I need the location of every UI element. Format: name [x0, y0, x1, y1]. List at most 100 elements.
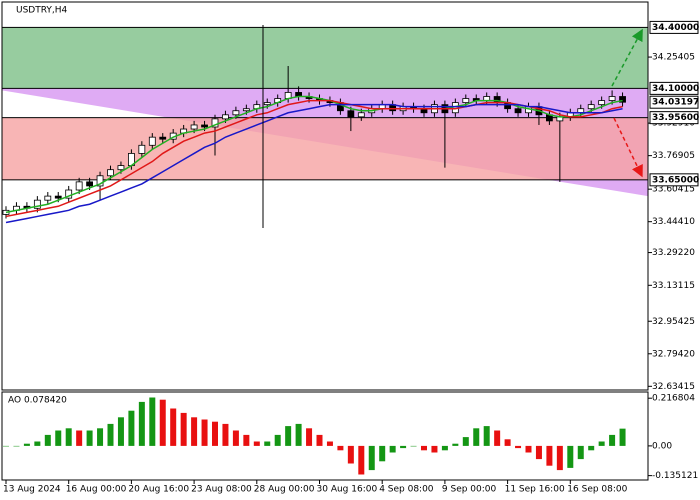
- level-label: 33.65000: [652, 175, 699, 185]
- ao-bar: [410, 445, 417, 447]
- candle-body: [608, 96, 616, 101]
- ao-bar: [368, 445, 375, 471]
- ao-bar: [201, 419, 208, 446]
- candle-body: [117, 165, 125, 171]
- ao-bar: [97, 428, 104, 446]
- candle-body: [201, 124, 208, 128]
- ao-bar: [212, 421, 218, 446]
- ao-bar: [619, 428, 626, 446]
- x-tick-label: 13 Aug 2024: [3, 485, 61, 495]
- ao-bar: [379, 445, 386, 462]
- candle-body: [619, 96, 626, 103]
- ao-bar: [107, 423, 114, 446]
- x-tick-label: 30 Aug 16:00: [317, 485, 378, 495]
- y-tick-label: 33.76905: [652, 151, 695, 161]
- ao-bar: [191, 417, 198, 446]
- ao-bar: [483, 426, 490, 446]
- y-tick-label: 33.60415: [652, 185, 695, 195]
- ao-bar: [180, 412, 187, 446]
- ao-bar: [44, 434, 51, 446]
- candle-body: [462, 98, 470, 104]
- moving-average: [5, 95, 623, 214]
- candle-body: [33, 199, 41, 209]
- x-tick-label: 16 Aug 00:00: [66, 485, 127, 495]
- ao-bar: [389, 445, 396, 453]
- level-box: [649, 20, 699, 34]
- level-label: 34.40000: [652, 23, 699, 33]
- ao-bar: [452, 443, 459, 446]
- level-box: [649, 173, 699, 187]
- zone: [1, 117, 649, 181]
- ao-bar: [567, 445, 574, 468]
- level-label: 33.95600: [652, 113, 699, 123]
- moving-average: [5, 103, 623, 224]
- chart-title: USDTRY,H4: [16, 6, 68, 16]
- ao-bar: [525, 445, 532, 453]
- candle-body: [263, 102, 271, 106]
- y-tick-label: -0.135121: [652, 471, 698, 481]
- ao-title: AO 0.078420: [8, 396, 67, 406]
- level-box: [649, 111, 699, 125]
- ao-bar: [535, 445, 542, 460]
- candle-body: [44, 195, 52, 201]
- down-arrow: [613, 117, 643, 178]
- ao-bar: [86, 430, 93, 446]
- x-tick-label: 9 Sep 00:00: [442, 485, 497, 495]
- ao-bar: [55, 430, 62, 446]
- ao-bar: [421, 445, 427, 451]
- y-tick-label: 0.00: [652, 441, 672, 451]
- background-layer: [1, 26, 649, 197]
- ao-bar: [462, 437, 469, 446]
- y-tick-label: 32.95425: [652, 317, 695, 327]
- ao-bar: [441, 445, 448, 451]
- level-box: [649, 81, 699, 95]
- candle-body: [222, 114, 229, 120]
- ao-bar: [170, 408, 177, 446]
- ao-bar: [222, 423, 229, 446]
- x-tick-label: 4 Sep 08:00: [379, 485, 434, 495]
- ao-bar: [159, 399, 166, 446]
- x-tick-label: 28 Aug 00:00: [254, 485, 315, 495]
- ao-bar: [473, 428, 480, 446]
- candle-body: [148, 136, 156, 146]
- ao-bar: [347, 445, 354, 464]
- ao-bar: [400, 445, 407, 449]
- candle-body: [347, 110, 355, 118]
- ao-bar: [306, 428, 313, 446]
- ao-bar: [515, 445, 522, 449]
- ao-bar: [556, 445, 563, 471]
- x-tick-label: 20 Aug 16:00: [128, 485, 189, 495]
- candle-body: [159, 136, 167, 140]
- candle-body: [75, 181, 83, 191]
- candle-body: [598, 100, 606, 106]
- zone: [1, 26, 649, 89]
- y-tick-label: 32.79420: [652, 349, 695, 359]
- ao-bar: [138, 401, 145, 446]
- candle-body: [211, 118, 219, 128]
- ao-bar: [609, 434, 616, 446]
- x-tick-label: 16 Sep 08:00: [567, 485, 627, 495]
- ao-bar: [65, 428, 72, 446]
- ao-bar: [13, 445, 20, 447]
- level-label: 34.10000: [652, 84, 699, 94]
- ao-bar: [546, 445, 553, 466]
- ao-bar: [295, 423, 302, 446]
- y-tick-label: 33.44410: [652, 217, 695, 227]
- y-tick-label: 34.25405: [652, 53, 695, 63]
- candle-body: [54, 195, 62, 199]
- level-box: [649, 95, 699, 109]
- y-tick-label: 33.29220: [652, 248, 695, 258]
- main-frame: [1, 1, 649, 391]
- level-label: 34.03197: [652, 98, 699, 108]
- ao-bar: [358, 445, 365, 475]
- ao-bar: [264, 441, 271, 446]
- y-tick-label: 0.216804: [652, 394, 695, 404]
- candle-body: [190, 124, 198, 130]
- candle-body: [96, 175, 104, 187]
- ao-bar: [128, 410, 135, 446]
- candle-body: [138, 144, 146, 154]
- y-tick-label: 32.63415: [652, 382, 695, 392]
- ao-bar: [76, 430, 83, 446]
- ao-bar: [232, 430, 239, 446]
